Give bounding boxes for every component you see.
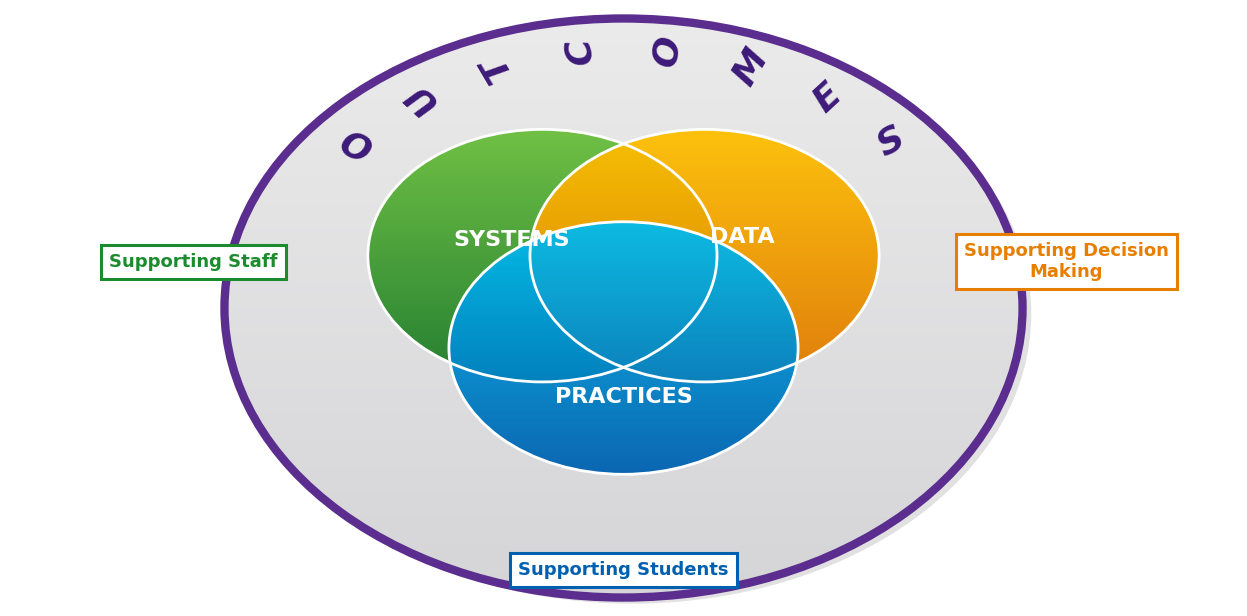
Text: E: E [807, 77, 848, 119]
Text: S: S [872, 121, 910, 163]
Text: O: O [647, 33, 686, 70]
Text: T: T [475, 48, 516, 86]
Text: Supporting Decision
Making: Supporting Decision Making [964, 243, 1168, 281]
Text: PRACTICES: PRACTICES [555, 387, 692, 407]
Text: C: C [561, 35, 600, 67]
Text: Supporting Staff: Supporting Staff [108, 253, 278, 271]
Text: DATA: DATA [710, 227, 774, 247]
Text: Supporting Students: Supporting Students [519, 561, 728, 579]
Text: M: M [727, 43, 774, 91]
Text: O: O [334, 120, 378, 164]
Text: SYSTEMS: SYSTEMS [453, 230, 570, 250]
Text: U: U [398, 76, 441, 120]
Ellipse shape [233, 25, 1031, 604]
